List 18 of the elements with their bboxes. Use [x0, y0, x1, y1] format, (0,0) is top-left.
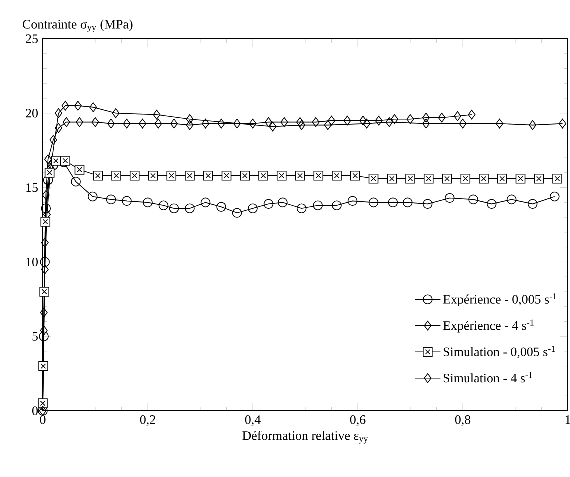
legend-label: Expérience - 0,005 s$^{-1}$: [443, 293, 557, 307]
legend-label: Simulation - 4 s$^{-1}$: [444, 372, 532, 383]
y-axis-title: Contrainte σ$_{yy}$ (MPa): [23, 20, 133, 32]
y-tick-label: 5: [32, 332, 38, 341]
legend-label: Simulation - 0,005 s$^{-1}$: [444, 346, 556, 358]
x-tick-label: 0,8: [455, 416, 471, 426]
legend-label: Expérience - 4 s$^{-1}$: [443, 320, 534, 333]
y-tick-label: 0: [32, 406, 38, 416]
x-tick-label: 0,4: [245, 416, 261, 426]
y-tick-label: 10: [26, 258, 38, 267]
y-tick-label: 25: [26, 34, 38, 44]
y-tick-label: 20: [26, 109, 38, 118]
x-tick-label: 1: [566, 416, 570, 424]
x-tick-label: 0,2: [140, 416, 156, 426]
x-axis-title: Déformation relative ε$_{yy}$: [242, 430, 368, 444]
y-tick-label: 15: [26, 183, 38, 192]
x-tick-label: 0: [40, 416, 46, 424]
x-tick-label: 0,6: [350, 416, 366, 426]
